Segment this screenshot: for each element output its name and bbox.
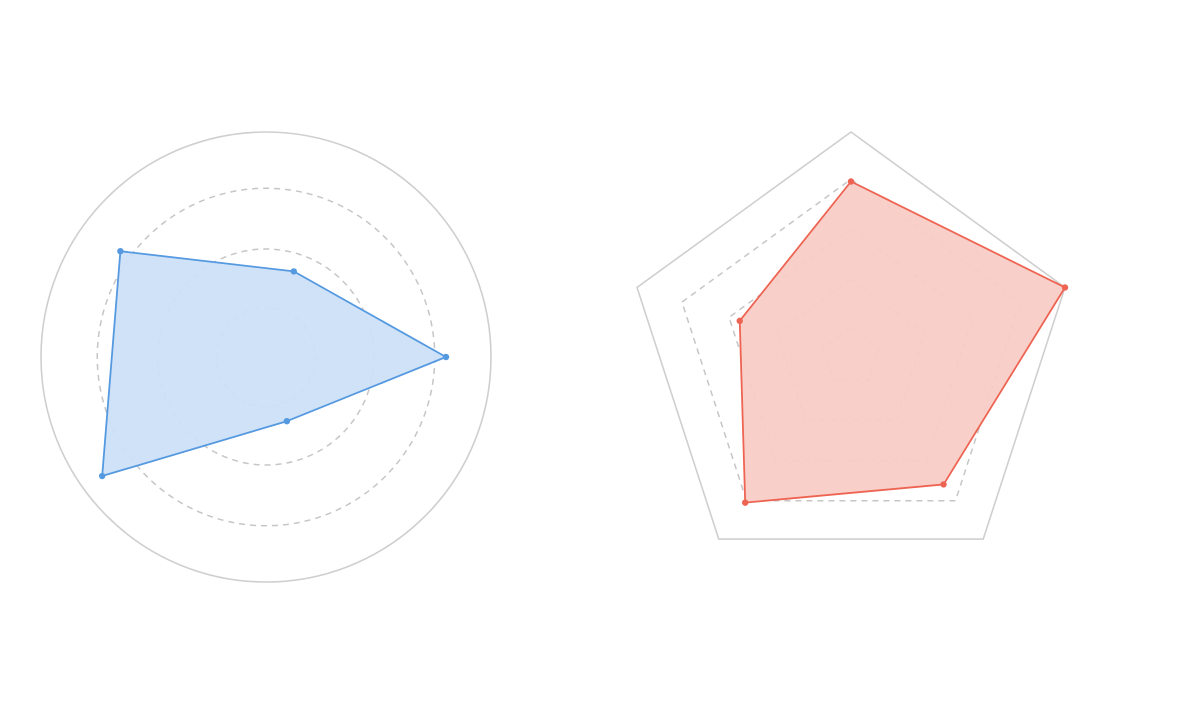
grid-pentagon-4 bbox=[681, 178, 1021, 502]
series-1-area bbox=[738, 180, 1066, 504]
grid-ring-outer bbox=[40, 131, 492, 583]
series-1-point-2 bbox=[283, 418, 291, 425]
series-1-point-1 bbox=[847, 178, 855, 185]
series-1-point-3 bbox=[98, 472, 106, 480]
series-1-point-1 bbox=[442, 353, 450, 361]
series-1-point-5 bbox=[290, 268, 298, 275]
series-1-point-5 bbox=[736, 317, 743, 325]
radar-chart-circular bbox=[40, 131, 492, 583]
radar-chart-pentagonal bbox=[636, 131, 1069, 540]
series-1-point-2 bbox=[1061, 284, 1069, 291]
series-1-area bbox=[101, 250, 447, 477]
series-1-point-4 bbox=[742, 499, 749, 506]
grid-pentagon-outer bbox=[636, 131, 1066, 540]
series-1-point-4 bbox=[117, 248, 124, 255]
series-1-point-3 bbox=[940, 481, 947, 488]
